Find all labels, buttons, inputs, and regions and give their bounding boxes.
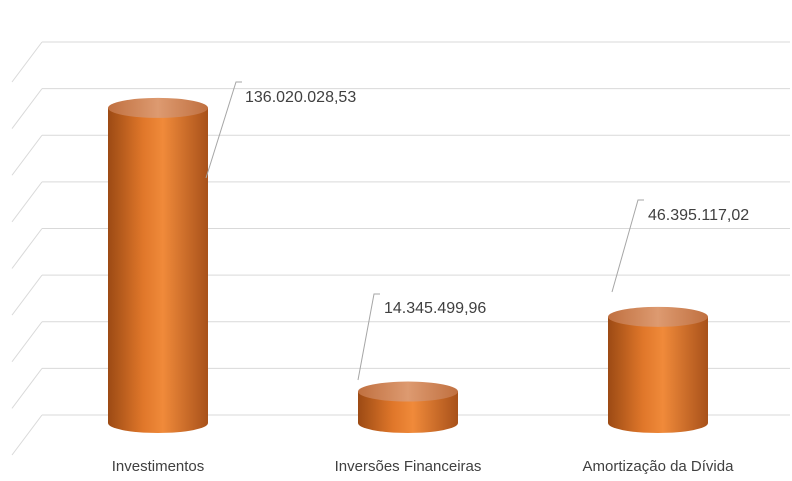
x-tick-label: Amortização da Dívida xyxy=(583,458,735,475)
gridline-diagonal xyxy=(11,181,43,223)
bar-body xyxy=(108,107,208,433)
data-labels: 136.020.028,53 14.345.499,96 46.395.117,02 xyxy=(205,81,749,381)
gridline-diagonal xyxy=(11,41,43,83)
leader-line xyxy=(205,81,242,179)
bar-top xyxy=(108,97,208,118)
bar xyxy=(108,97,208,433)
gridline-diagonal xyxy=(11,274,43,316)
bar-body xyxy=(608,316,708,433)
data-label: 14.345.499,96 xyxy=(384,300,486,317)
x-tick-label: Inversões Financeiras xyxy=(335,458,482,475)
bar xyxy=(358,381,458,433)
leader-line xyxy=(611,199,644,293)
gridline-diagonal xyxy=(11,134,43,176)
gridline-diagonal xyxy=(11,368,43,409)
data-label: 136.020.028,53 xyxy=(245,89,356,106)
bar-top xyxy=(608,306,708,327)
leader-line xyxy=(357,293,380,381)
bar-top xyxy=(358,381,458,402)
x-tick-label: Investimentos xyxy=(112,458,205,475)
bar xyxy=(608,306,708,433)
bar-body xyxy=(358,391,458,433)
bars xyxy=(108,97,708,433)
gridline-diagonal xyxy=(11,414,43,456)
gridline-diagonal xyxy=(11,321,43,363)
gridline-diagonal xyxy=(11,88,43,129)
data-label: 46.395.117,02 xyxy=(648,207,749,224)
gridline-diagonal xyxy=(11,228,43,269)
x-axis-labels: Investimentos Inversões Financeiras Amorti… xyxy=(112,458,734,475)
